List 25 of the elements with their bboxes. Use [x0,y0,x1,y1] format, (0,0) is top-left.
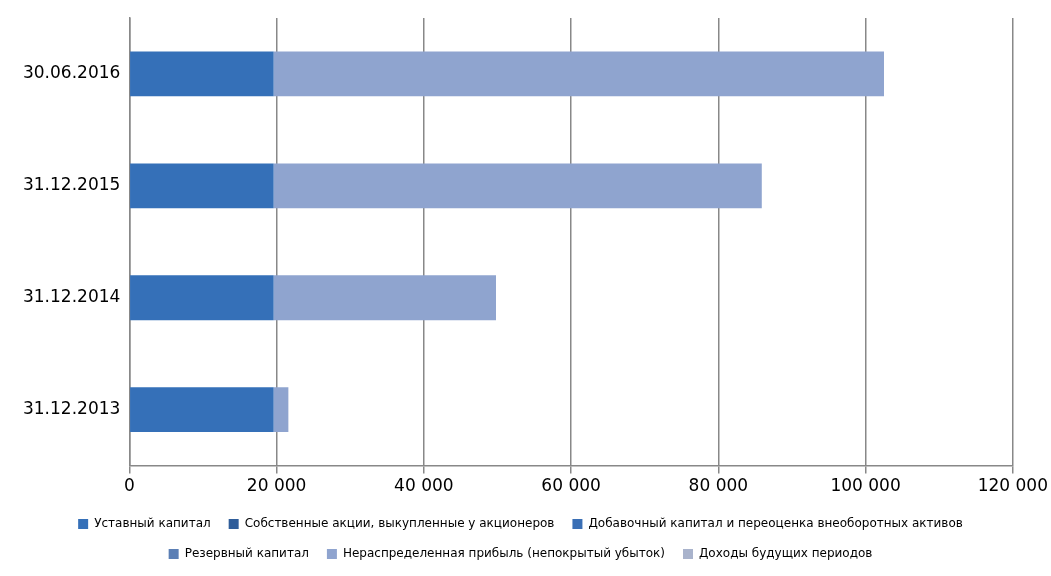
bar [130,163,274,209]
legend-label: Добавочный капитал и переоценка внеоборотных активов [588,516,963,531]
bar [273,387,289,433]
legend-label: Доходы будущих периодов [698,546,873,561]
bar [130,387,274,433]
bar [273,163,762,209]
y-tick-label: 30.06.2016 [22,62,121,83]
bar [130,275,274,321]
bar [273,51,884,97]
x-tick-label: 120 000 [977,475,1049,496]
bar [273,275,496,321]
y-tick-label: 31.12.2013 [22,398,121,419]
bar [130,51,274,97]
x-tick-label: 0 [123,475,135,496]
legend-label: Уставный капитал [94,516,211,531]
x-tick-label: 40 000 [394,475,454,496]
x-tick-label: 80 000 [688,475,749,496]
x-tick-label: 20 000 [246,475,307,496]
x-tick-label: 60 000 [541,475,601,496]
legend-label: Собственные акции, выкупленные у акционеров [244,516,555,531]
legend-label: Нераспределенная прибыль (непокрытый убыток) [342,546,665,561]
y-tick-label: 31.12.2014 [22,286,121,307]
y-tick-label: 31.12.2015 [22,174,121,195]
legend-label: Резервный капитал [184,546,309,561]
x-tick-label: 100 000 [830,475,901,496]
